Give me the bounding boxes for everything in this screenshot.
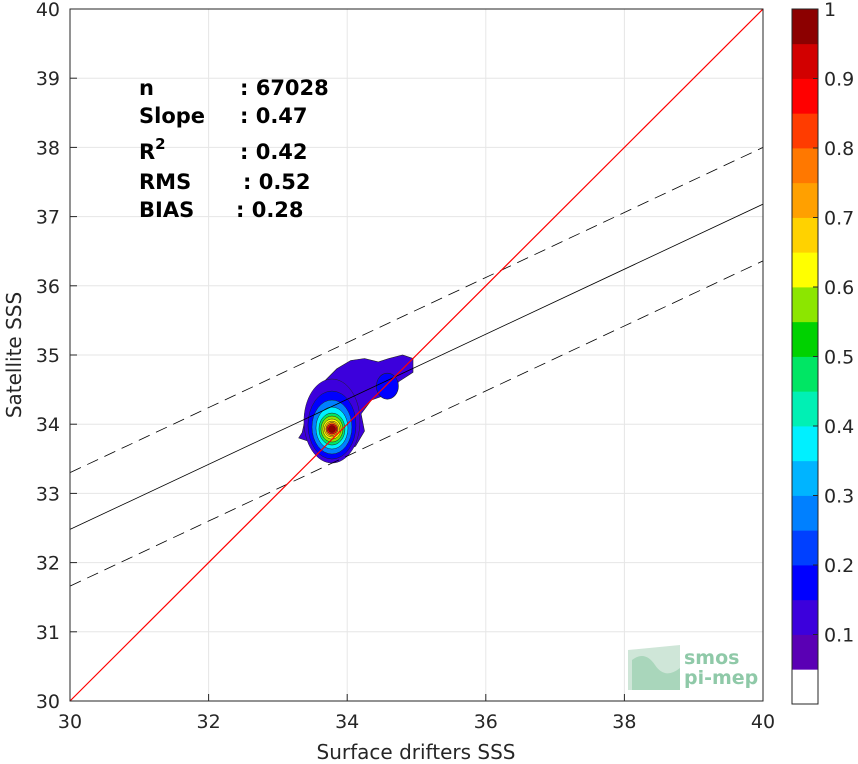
colorbar-swatch (792, 530, 818, 566)
density-contour-ring (328, 425, 336, 433)
colorbar-tick-label: 0.9 (824, 69, 854, 91)
colorbar-swatch (792, 113, 818, 149)
density-contour-secondary (376, 372, 399, 400)
colorbar-tick-label: 1 (824, 0, 836, 21)
one-to-one-line (69, 8, 764, 702)
colorbar-tick-label: 0.8 (824, 138, 854, 160)
smos-pimep-logo: smos pi-mep (628, 645, 758, 690)
y-tick-label: 35 (36, 345, 60, 367)
colorbar-tick-label: 0.2 (824, 555, 854, 577)
colorbar-swatch (792, 460, 818, 496)
colorbar-swatch (792, 426, 818, 462)
colorbar-swatch (792, 391, 818, 427)
y-tick-label: 39 (36, 68, 60, 90)
colorbar-swatch (792, 495, 818, 531)
lower-confidence-line (69, 260, 764, 587)
logo-text-pimep: pi-mep (684, 667, 758, 689)
logo-text-smos: smos (684, 647, 739, 669)
colorbar-swatch (792, 148, 818, 184)
colorbar-swatch (792, 634, 818, 670)
density-contours (298, 354, 414, 464)
y-tick-label: 32 (36, 553, 60, 575)
x-tick-label: 38 (612, 711, 636, 733)
y-tick-label: 33 (36, 483, 60, 505)
y-ticks: 30 31 32 33 34 35 36 37 38 39 40 (36, 0, 77, 713)
colorbar-swatch (792, 43, 818, 79)
x-tick-label: 36 (474, 711, 498, 733)
stat-label: n (139, 76, 154, 100)
y-tick-label: 40 (36, 0, 60, 21)
x-tick-label: 32 (197, 711, 221, 733)
colorbar-ticks: 0.1 0.2 0.3 0.4 0.5 0.6 0.7 0.8 0.9 1 (813, 0, 854, 647)
x-tick-label: 30 (58, 711, 82, 733)
y-axis-label: Satellite SSS (2, 292, 26, 418)
stat-value: : 67028 (240, 76, 329, 100)
colorbar-swatch (792, 565, 818, 601)
stat-label: RMS (139, 170, 191, 194)
colorbar-tick-label: 0.6 (824, 277, 854, 299)
x-axis-label: Surface drifters SSS (317, 740, 516, 764)
stat-label: BIAS (139, 198, 194, 222)
stat-value: : 0.47 (240, 104, 308, 128)
stat-value: : 0.28 (236, 198, 304, 222)
colorbar-tick-label: 0.7 (824, 208, 854, 230)
y-tick-label: 36 (36, 276, 60, 298)
colorbar (791, 8, 819, 705)
colorbar-swatch (792, 182, 818, 218)
logo-wave-icon-front (632, 656, 680, 690)
regression-line (69, 203, 764, 530)
y-tick-label: 38 (36, 137, 60, 159)
y-tick-label: 30 (36, 691, 60, 713)
stat-value: : 0.42 (240, 140, 308, 164)
upper-confidence-line (69, 147, 764, 474)
x-tick-label: 40 (751, 711, 775, 733)
colorbar-swatch (792, 217, 818, 253)
x-tick-label: 34 (335, 711, 359, 733)
colorbar-swatch (792, 9, 818, 45)
colorbar-swatch (792, 356, 818, 392)
stat-label-superscript: 2 (155, 135, 165, 153)
colorbar-swatch (792, 599, 818, 635)
stats-box: n : 67028 Slope : 0.47 R2 : 0.42 RMS : 0.52 BIAS… (139, 76, 329, 222)
x-ticks: 30 32 34 36 38 40 (58, 694, 775, 733)
colorbar-tick-label: 0.4 (824, 416, 854, 438)
colorbar-swatch (792, 287, 818, 323)
stat-label: Slope (139, 104, 205, 128)
y-tick-label: 37 (36, 207, 60, 229)
colorbar-tick-label: 0.3 (824, 486, 854, 508)
colorbar-tick-label: 0.5 (824, 347, 854, 369)
y-tick-label: 34 (36, 414, 60, 436)
colorbar-swatch (792, 321, 818, 357)
colorbar-tick-label: 0.1 (824, 625, 854, 647)
stat-label: R2 (139, 135, 166, 164)
stat-value: : 0.52 (243, 170, 311, 194)
colorbar-swatch (792, 669, 818, 705)
y-tick-label: 31 (36, 622, 60, 644)
colorbar-swatch (792, 78, 818, 114)
colorbar-swatch (792, 252, 818, 288)
reference-lines (69, 8, 764, 702)
